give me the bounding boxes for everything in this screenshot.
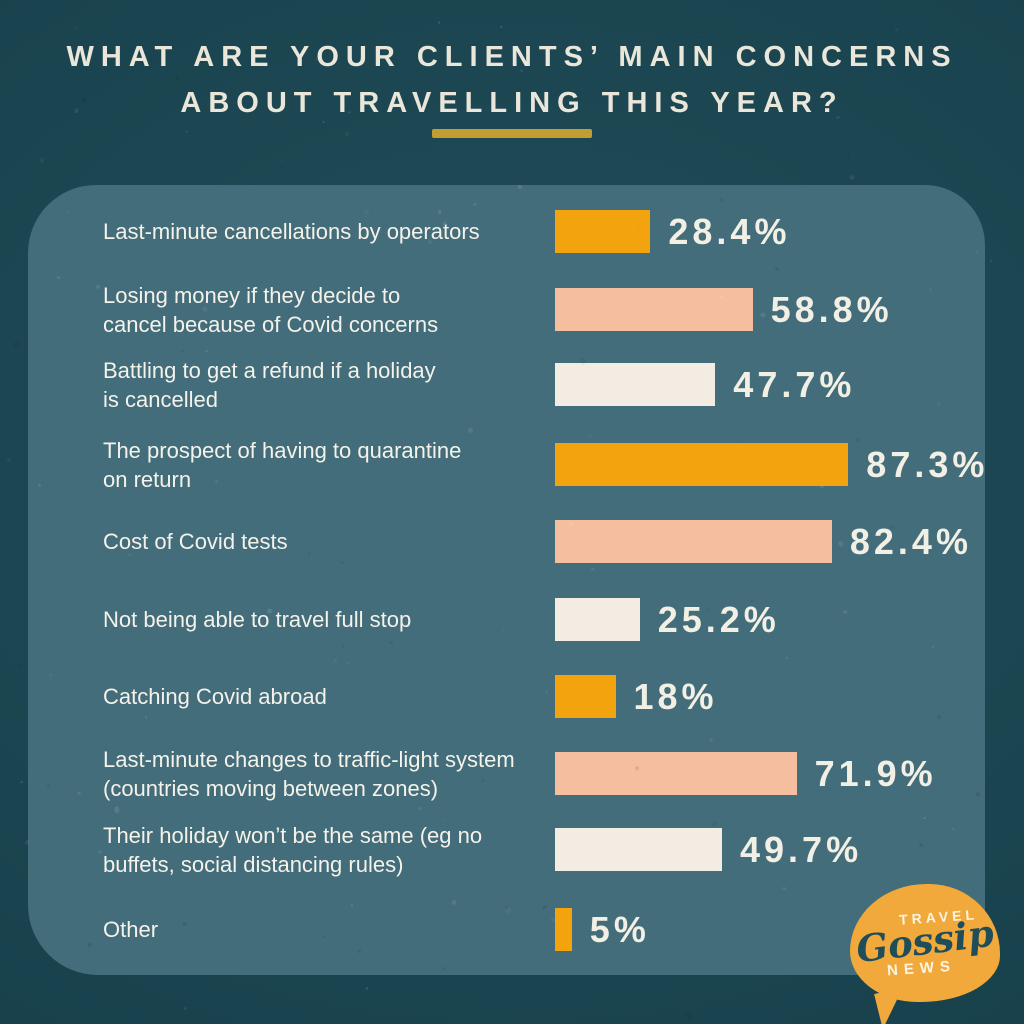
title-line-2: ABOUT TRAVELLING THIS YEAR? (180, 87, 844, 119)
bar-group: 18% (555, 675, 718, 718)
bar-group: 5% (555, 908, 650, 951)
chart-row: Catching Covid abroad 18% (103, 675, 955, 718)
value-label: 25.2% (657, 598, 780, 640)
texture-speck (1, 230, 6, 235)
category-label: Last-minute changes to traffic-light sys… (103, 746, 515, 801)
texture-speck (500, 25, 504, 29)
category-label: Catching Covid abroad (103, 684, 327, 709)
bar-group: 71.9% (555, 752, 937, 795)
bar (555, 210, 651, 253)
value-label: 5% (589, 908, 650, 950)
category-label: Last-minute cancellations by operators (103, 219, 480, 244)
chart-row: Last-minute changes to traffic-light sys… (103, 747, 955, 801)
value-label: 47.7% (733, 363, 856, 405)
bar-group: 28.4% (555, 210, 790, 253)
bar (555, 520, 832, 563)
header: WHAT ARE YOUR CLIENTS’ MAIN CONCERNS ABOU… (0, 34, 1024, 138)
category-label: Other (103, 917, 159, 942)
chart-row: Battling to get a refund if a holiday is… (103, 358, 955, 412)
value-label: 58.8% (770, 288, 893, 330)
bar (555, 598, 640, 641)
texture-speck (3, 148, 6, 152)
value-label: 28.4% (668, 210, 791, 252)
bar (555, 828, 722, 871)
texture-speck (895, 27, 899, 32)
bar-group: 47.7% (555, 363, 855, 406)
category-label: The prospect of having to quarantine on … (103, 437, 462, 492)
texture-speck (990, 259, 993, 263)
chart-row: Their holiday won’t be the same (eg no b… (103, 823, 955, 877)
title-divider (432, 129, 592, 138)
texture-speck (846, 152, 851, 157)
logo-news-text: NEWS (885, 957, 957, 980)
texture-speck (684, 1012, 693, 1021)
category-label: Cost of Covid tests (103, 529, 288, 554)
texture-speck (365, 986, 369, 990)
value-label: 82.4% (849, 520, 972, 562)
texture-speck (73, 26, 76, 29)
chart-row: Losing money if they decide to cancel be… (103, 283, 955, 337)
texture-speck (6, 457, 11, 462)
bar-group: 58.8% (555, 288, 893, 331)
texture-speck (20, 780, 24, 784)
bar (555, 288, 753, 331)
value-label: 18% (633, 675, 718, 717)
bar-group: 82.4% (555, 520, 972, 563)
category-label: Their holiday won’t be the same (eg no b… (103, 822, 483, 877)
bar-group: 87.3% (555, 443, 988, 486)
texture-speck (183, 1006, 187, 1010)
chart-row: Not being able to travel full stop 25.2% (103, 598, 955, 641)
chart-row: The prospect of having to quarantine on … (103, 438, 984, 492)
bar-group: 25.2% (555, 598, 780, 641)
speech-bubble-icon: TRAVEL Gossip NEWS (850, 884, 1000, 1024)
category-label: Not being able to travel full stop (103, 607, 412, 632)
texture-speck (12, 340, 21, 349)
bar (555, 363, 716, 406)
value-label: 87.3% (866, 443, 989, 485)
chart-panel: Last-minute cancellations by operators 2… (28, 185, 985, 975)
page-title: WHAT ARE YOUR CLIENTS’ MAIN CONCERNS ABOU… (0, 34, 1024, 126)
texture-speck (438, 20, 441, 24)
title-line-1: WHAT ARE YOUR CLIENTS’ MAIN CONCERNS (66, 41, 958, 73)
chart-row: Other 5% (103, 908, 955, 951)
speech-bubble-tail-icon (874, 986, 912, 1024)
chart-row: Last-minute cancellations by operators 2… (103, 210, 955, 253)
bar (555, 752, 797, 795)
value-label: 49.7% (740, 828, 863, 870)
value-label: 71.9% (814, 752, 937, 794)
bar (555, 443, 849, 486)
texture-speck (848, 174, 855, 181)
bar-group: 49.7% (555, 828, 862, 871)
bar (555, 908, 572, 951)
chart-row: Cost of Covid tests 82.4% (103, 520, 968, 563)
category-label: Battling to get a refund if a holiday is… (103, 357, 436, 412)
texture-speck (17, 663, 22, 668)
bar (555, 675, 616, 718)
category-label: Losing money if they decide to cancel be… (103, 282, 439, 337)
texture-speck (280, 164, 284, 168)
travel-gossip-logo: TRAVEL Gossip NEWS (850, 880, 1002, 1024)
texture-speck (39, 157, 46, 165)
